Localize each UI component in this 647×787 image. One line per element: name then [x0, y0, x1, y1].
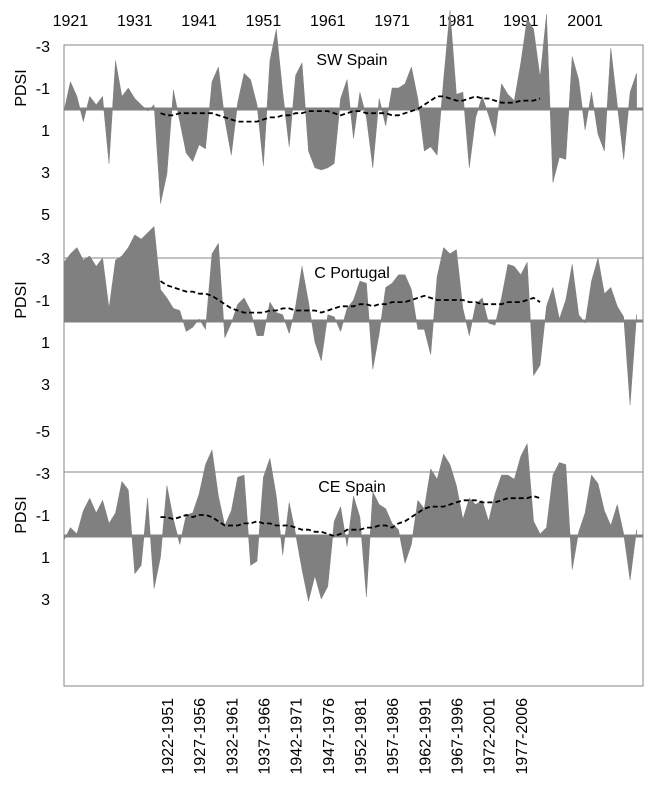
panel-title: C Portugal: [314, 265, 390, 282]
y-tick-label: 1: [41, 123, 50, 140]
y-tick-label: 3: [41, 592, 50, 609]
top-axis-tick-label: 1931: [117, 13, 153, 30]
y-axis-label: PDSI: [13, 496, 30, 533]
moving-average-line: [160, 95, 541, 123]
top-axis-tick-label: 1941: [181, 13, 217, 30]
bottom-axis-tick-label: 1932-1961: [224, 698, 241, 775]
moving-average-line: [160, 280, 541, 314]
panel-frame: [63, 471, 644, 687]
bottom-axis-tick-label: 1927-1956: [192, 698, 209, 775]
panel-2: CE Spain 3 1 -1 -3 -5 PDSI: [13, 424, 644, 687]
pdsi-area: [63, 442, 637, 602]
y-tick-label: -5: [36, 424, 50, 441]
y-tick-label: 3: [41, 165, 50, 182]
panel-1: C Portugal 3 1 -1 -3 PDSI: [13, 225, 644, 473]
top-axis-tick-label: 1971: [374, 13, 410, 30]
bottom-axis-tick-label: 1962-1991: [417, 698, 434, 775]
y-tick-label: -3: [36, 466, 50, 483]
bottom-axis-tick-label: 1942-1971: [289, 698, 306, 775]
bottom-axis-tick-label: 1977-2006: [514, 698, 531, 775]
panel-title: SW Spain: [316, 52, 387, 69]
bottom-axis-tick-labels: 1922-1951 1927-1956 1932-1961 1937-1966 1942…: [160, 698, 531, 775]
y-tick-label: -1: [36, 81, 50, 98]
bottom-axis-tick-label: 1957-1986: [385, 698, 402, 775]
bottom-axis-tick-label: 1937-1966: [256, 698, 273, 775]
bottom-axis-tick-label: 1952-1981: [353, 698, 370, 775]
y-tick-label: 3: [41, 377, 50, 394]
bottom-axis-tick-label: 1972-2001: [482, 698, 499, 775]
bottom-axis-tick-label: 1967-1996: [449, 698, 466, 775]
top-axis-tick-label: 1981: [439, 13, 475, 30]
pdsi-area: [63, 225, 637, 406]
bottom-axis-tick-label: 1947-1976: [321, 698, 338, 775]
y-tick-label: -1: [36, 293, 50, 310]
y-tick-label: 1: [41, 335, 50, 352]
top-axis-tick-label: 1951: [246, 13, 282, 30]
top-axis-tick-label: 2001: [567, 13, 603, 30]
pdsi-area: [63, 10, 637, 204]
top-axis-tick-labels: 1921 1931 1941 1951 1961 1971 1981 1991 2001: [53, 13, 603, 30]
y-tick-label: -3: [36, 39, 50, 56]
y-tick-label: -1: [36, 508, 50, 525]
top-axis-tick-label: 1991: [503, 13, 539, 30]
y-axis-label: PDSI: [13, 69, 30, 106]
y-tick-label: 5: [41, 207, 50, 224]
y-tick-label: 1: [41, 550, 50, 567]
y-axis-label: PDSI: [13, 281, 30, 318]
moving-average-line: [160, 495, 541, 537]
panel-0: SW Spain 5 3 1 -1 -3 PDSI: [13, 10, 644, 259]
panel-title: CE Spain: [318, 479, 386, 496]
top-axis-tick-label: 1921: [53, 13, 89, 30]
top-axis-tick-label: 1961: [310, 13, 346, 30]
bottom-axis-tick-label: 1922-1951: [160, 698, 177, 775]
y-tick-label: -3: [36, 251, 50, 268]
